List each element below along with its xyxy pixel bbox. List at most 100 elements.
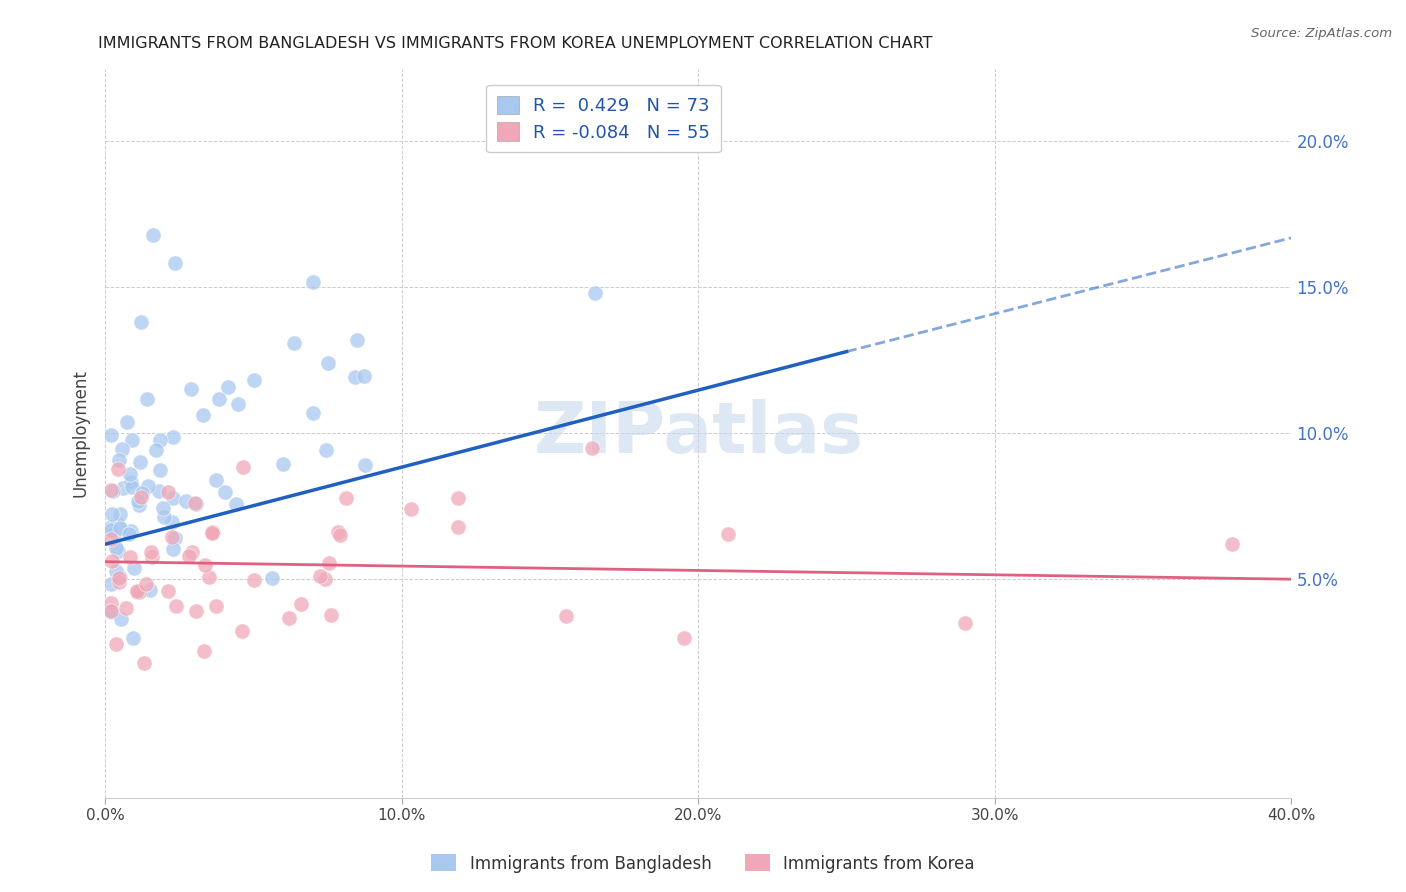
Point [107, 544, 129, 558]
Point [180, 545, 202, 559]
Point [153, 509, 176, 524]
Point [125, 585, 148, 599]
Point [136, 392, 159, 406]
Point [302, 406, 325, 420]
Legend: R =  0.429   N = 73, R = -0.084   N = 55: R = 0.429 N = 73, R = -0.084 N = 55 [486, 85, 721, 153]
Point [214, 485, 236, 500]
Point [318, 356, 340, 370]
Point [283, 336, 305, 351]
Point [148, 484, 170, 499]
Point [108, 571, 131, 585]
Point [100, 533, 122, 547]
Point [163, 531, 186, 545]
Point [955, 615, 977, 630]
Point [111, 442, 134, 456]
Point [141, 549, 163, 564]
Point [129, 315, 152, 329]
Point [353, 369, 375, 384]
Point [232, 460, 254, 475]
Point [717, 527, 740, 541]
Point [117, 415, 139, 429]
Point [135, 576, 157, 591]
Point [162, 541, 184, 556]
Point [100, 520, 122, 534]
Point [141, 545, 163, 559]
Point [243, 373, 266, 387]
Point [177, 549, 200, 563]
Point [129, 490, 152, 504]
Point [165, 256, 187, 270]
Point [202, 525, 225, 540]
Point [162, 530, 184, 544]
Point [157, 583, 180, 598]
Point [100, 604, 122, 618]
Point [231, 624, 253, 639]
Point [105, 564, 128, 578]
Point [107, 516, 129, 531]
Point [104, 524, 127, 539]
Point [118, 467, 141, 481]
Point [136, 478, 159, 492]
Point [180, 382, 202, 396]
Point [217, 380, 239, 394]
Point [205, 473, 228, 487]
Text: IMMIGRANTS FROM BANGLADESH VS IMMIGRANTS FROM KOREA UNEMPLOYMENT CORRELATION CHA: IMMIGRANTS FROM BANGLADESH VS IMMIGRANTS… [98, 36, 934, 51]
Point [110, 612, 132, 626]
Point [111, 481, 134, 495]
Point [208, 392, 231, 406]
Point [149, 433, 172, 447]
Point [346, 333, 368, 347]
Point [335, 491, 357, 506]
Point [108, 453, 131, 467]
Point [121, 433, 143, 447]
Point [128, 585, 150, 599]
Point [354, 458, 377, 472]
Text: ZIPatlas: ZIPatlas [533, 399, 863, 467]
Point [101, 507, 124, 521]
Point [110, 507, 132, 521]
Point [243, 574, 266, 588]
Point [315, 443, 337, 458]
Point [107, 462, 129, 476]
Point [193, 558, 215, 572]
Point [174, 493, 197, 508]
Point [205, 599, 228, 614]
Point [328, 524, 350, 539]
Point [142, 227, 165, 242]
Point [160, 516, 183, 530]
Point [277, 611, 299, 625]
Text: Source: ZipAtlas.com: Source: ZipAtlas.com [1251, 27, 1392, 40]
Point [157, 484, 180, 499]
Point [193, 644, 215, 658]
Point [165, 599, 187, 613]
Point [162, 430, 184, 444]
Point [162, 491, 184, 506]
Point [309, 569, 332, 583]
Point [554, 609, 576, 624]
Point [183, 496, 205, 510]
Point [120, 475, 142, 490]
Point [125, 583, 148, 598]
Point [100, 483, 122, 497]
Point [127, 494, 149, 508]
Point [121, 480, 143, 494]
Point [186, 497, 208, 511]
Point [128, 498, 150, 512]
Point [100, 523, 122, 537]
Point [145, 442, 167, 457]
Point [329, 528, 352, 542]
Point [399, 502, 422, 516]
Point [118, 549, 141, 564]
Point [100, 428, 122, 442]
Point [290, 597, 312, 611]
Point [139, 582, 162, 597]
Point [1220, 537, 1243, 551]
Point [110, 521, 132, 535]
Point [105, 541, 128, 556]
Point [344, 369, 367, 384]
Point [149, 462, 172, 476]
Point [672, 631, 695, 645]
Y-axis label: Unemployment: Unemployment [72, 369, 89, 497]
Point [583, 286, 606, 301]
Point [447, 491, 470, 505]
